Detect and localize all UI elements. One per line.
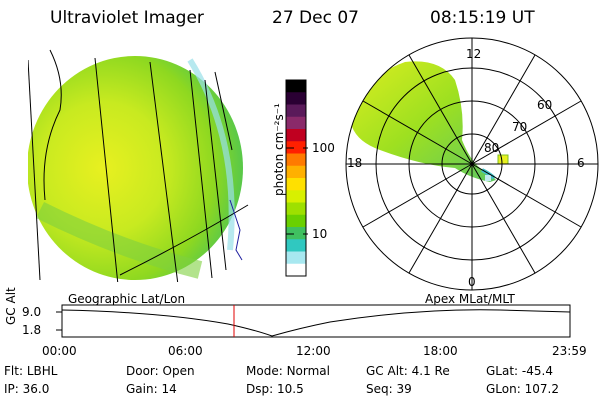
colorbar-tick-10: 10	[312, 227, 328, 241]
altitude-ytick-9: 9.0	[22, 305, 42, 319]
altitude-ytick-1-8: 1.8	[22, 323, 42, 337]
colorbar	[285, 79, 307, 277]
status-ip: IP: 36.0	[4, 382, 50, 396]
colorbar-segment	[286, 178, 306, 191]
status-mode: Mode: Normal	[246, 364, 330, 378]
colorbar-segment	[286, 227, 306, 240]
colorbar-ticks	[286, 147, 308, 235]
status-glat: GLat: -45.4	[486, 364, 553, 378]
colorbar-segment	[286, 239, 306, 252]
mlt-label-18: 18	[347, 156, 363, 170]
colorbar-segment	[286, 190, 306, 203]
status-glon: GLon: 107.2	[486, 382, 559, 396]
altitude-curve	[61, 309, 571, 337]
status-seq: Seq: 39	[366, 382, 412, 396]
colorbar-segment	[286, 141, 306, 154]
colorbar-unit-label: photon cm⁻²s⁻¹	[272, 103, 286, 196]
colorbar-frame	[285, 79, 307, 277]
time-label: 08:15:19 UT	[430, 8, 535, 28]
status-gc-alt: GC Alt: 4.1 Re	[366, 364, 450, 378]
geographic-grid	[28, 49, 249, 282]
lat-label-70: 70	[512, 120, 528, 134]
polar-panel-label: Apex MLat/MLT	[425, 292, 515, 306]
colorbar-segment	[286, 80, 306, 93]
altitude-plot	[56, 304, 571, 338]
xtick-0000: 00:00	[42, 344, 77, 358]
date-label: 27 Dec 07	[272, 8, 359, 28]
colorbar-tick-100: 100	[312, 141, 335, 155]
lat-label-80: 80	[484, 141, 500, 155]
geo-panel-label: Geographic Lat/Lon	[68, 292, 186, 306]
colorbar-segment	[286, 129, 306, 142]
xtick-0600: 06:00	[168, 344, 203, 358]
colorbar-segment	[286, 165, 306, 179]
geographic-image	[28, 49, 249, 282]
colorbar-segment	[286, 92, 306, 105]
colorbar-segment	[286, 116, 306, 130]
colorbar-segment	[286, 263, 306, 277]
xtick-1800: 18:00	[423, 344, 458, 358]
polar-grid	[345, 37, 599, 291]
altitude-ylabel: GC Alt	[4, 287, 18, 325]
xtick-1200: 12:00	[296, 344, 331, 358]
status-door: Door: Open	[126, 364, 195, 378]
instrument-title: Ultraviolet Imager	[50, 8, 204, 28]
mlt-label-0: 0	[468, 275, 476, 289]
colorbar-segment	[286, 251, 306, 265]
status-dsp: Dsp: 10.5	[246, 382, 304, 396]
colorbar-segment	[286, 153, 306, 167]
colorbar-segment	[286, 104, 306, 118]
lat-label-60: 60	[537, 98, 553, 112]
colorbar-segment	[286, 202, 306, 216]
status-gain: Gain: 14	[126, 382, 177, 396]
colorbar-segment	[286, 214, 306, 228]
xtick-2359: 23:59	[552, 344, 587, 358]
status-filter: Flt: LBHL	[4, 364, 58, 378]
mlt-label-6: 6	[577, 156, 585, 170]
mlt-label-12: 12	[466, 47, 482, 61]
